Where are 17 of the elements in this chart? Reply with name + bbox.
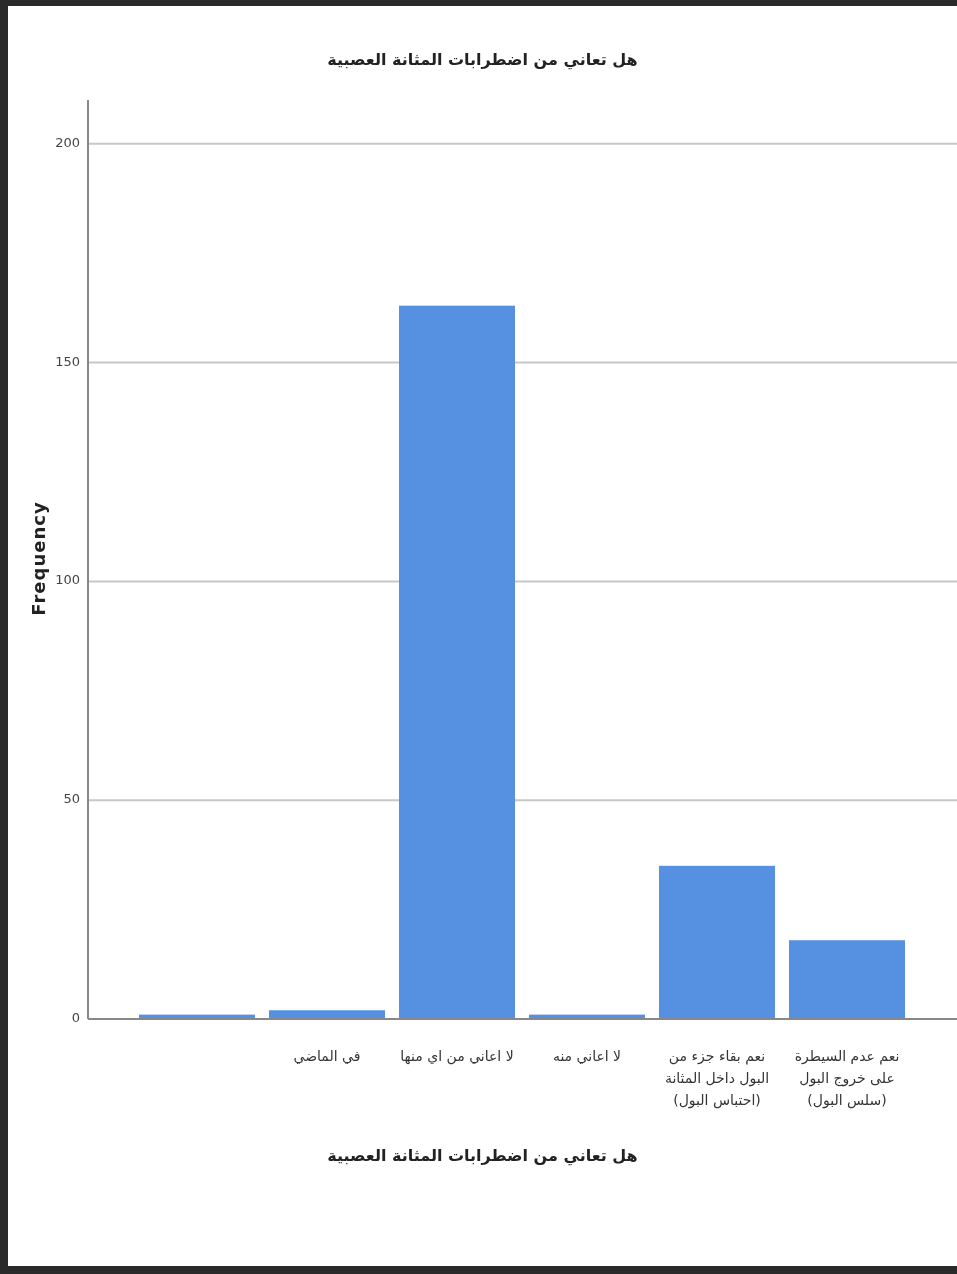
x-tick-label: نعم بقاء جزء من البول داخل المثانة (احتباس البول)	[663, 1047, 771, 1111]
bar	[659, 865, 775, 1019]
y-tick-label: 0	[71, 1010, 80, 1025]
x-tick-label: في الماضي	[292, 1047, 362, 1066]
bar	[269, 1010, 385, 1019]
x-axis-title: هل تعاني من اضطرابات المثانة العصبية	[326, 1146, 639, 1165]
y-tick-label: 150	[55, 353, 80, 369]
x-tick-label: نعم عدم السيطرة على خروج البول (سلس البول)	[793, 1047, 901, 1111]
y-axis-title: Frequency	[27, 499, 49, 618]
bar	[399, 305, 515, 1019]
x-tick-label: لا اعاني منه	[551, 1047, 623, 1066]
y-tick-label: 100	[55, 572, 80, 588]
bar	[789, 940, 905, 1019]
y-tick-label: 50	[63, 791, 80, 807]
chart-title: هل تعاني من اضطرابات المثانة العصبية	[326, 50, 639, 69]
x-tick-label: لا اعاني من اي منها	[399, 1047, 515, 1067]
y-tick-label: 200	[55, 134, 80, 150]
